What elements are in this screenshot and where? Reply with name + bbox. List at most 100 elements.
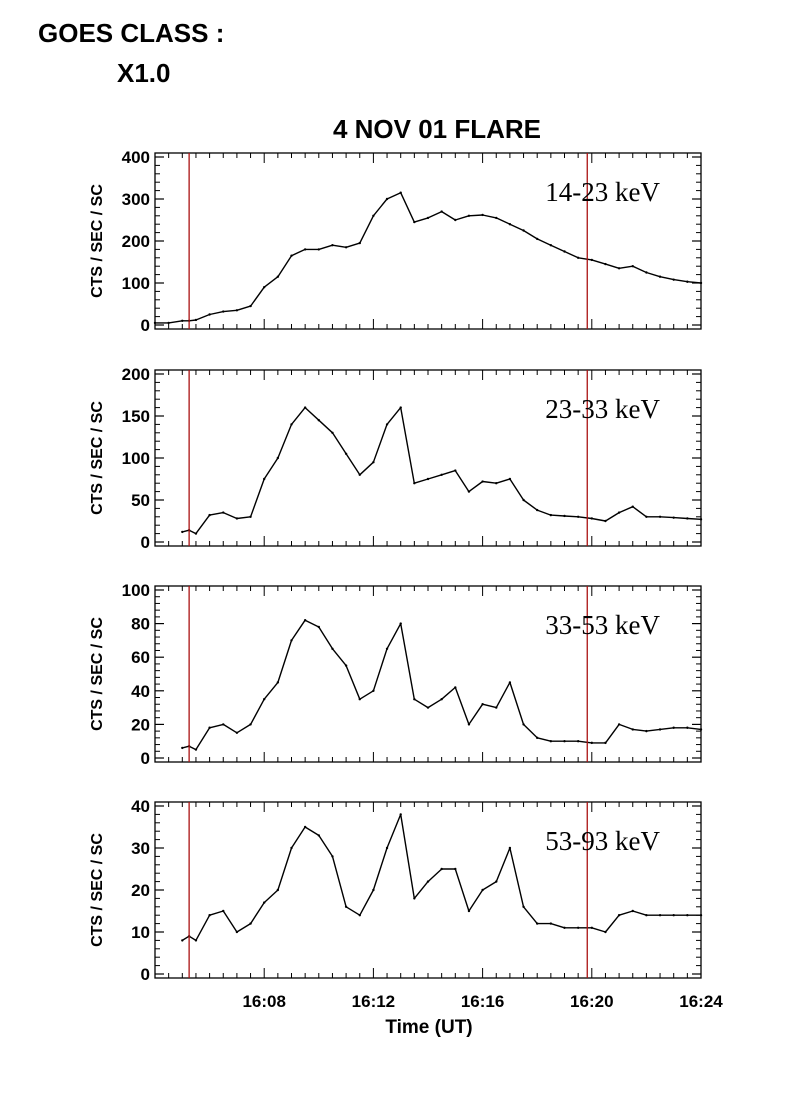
data-point <box>658 275 662 278</box>
data-point <box>222 511 225 514</box>
data-point <box>536 237 539 241</box>
data-point <box>385 423 389 426</box>
data-point <box>426 477 430 481</box>
data-point <box>385 846 389 850</box>
data-point <box>276 681 280 684</box>
y-tick-label: 60 <box>131 648 150 667</box>
data-point <box>467 909 471 913</box>
data-point <box>317 625 320 629</box>
data-point <box>699 728 703 731</box>
data-point <box>658 515 662 518</box>
data-point <box>604 930 607 934</box>
x-tick-label: 16:08 <box>242 992 285 1011</box>
y-axis-label: CTS / SEC / SC <box>89 833 106 947</box>
data-point <box>317 248 320 251</box>
data-point <box>481 480 484 483</box>
data-point <box>263 286 266 289</box>
data-point <box>604 741 607 745</box>
data-point <box>631 909 634 913</box>
chart-title: 4 NOV 01 FLARE <box>333 114 541 144</box>
y-tick-label: 0 <box>141 316 150 335</box>
series-line <box>182 619 702 751</box>
data-point <box>672 278 675 281</box>
data-point <box>522 905 525 908</box>
data-point <box>426 216 430 220</box>
data-point <box>508 477 512 481</box>
data-point <box>440 867 443 871</box>
x-tick-label: 16:24 <box>679 992 723 1011</box>
data-point <box>549 244 553 247</box>
data-point <box>208 726 211 729</box>
data-point <box>563 926 566 929</box>
data-point <box>590 926 593 929</box>
data-point <box>235 517 239 520</box>
data-point <box>385 647 389 650</box>
data-point <box>426 706 430 709</box>
data-point <box>331 647 334 650</box>
data-point <box>194 748 198 751</box>
data-point <box>440 473 443 476</box>
data-point <box>358 241 361 245</box>
data-point <box>303 619 307 622</box>
data-point <box>563 514 566 518</box>
x-tick-label: 16:16 <box>461 992 504 1011</box>
energy-band-label: 23-33 keV <box>545 394 660 424</box>
data-point <box>645 729 648 733</box>
data-point <box>686 280 689 283</box>
data-point <box>454 686 457 689</box>
data-point <box>590 517 593 520</box>
data-point <box>222 310 225 313</box>
y-tick-label: 40 <box>131 797 150 816</box>
x-tick-label: 16:20 <box>570 992 613 1011</box>
data-point <box>276 888 280 892</box>
data-point <box>181 530 184 534</box>
data-point <box>358 914 361 917</box>
y-tick-label: 300 <box>122 190 150 209</box>
data-point <box>290 423 293 426</box>
data-point <box>290 846 293 850</box>
data-point <box>508 223 512 226</box>
data-point <box>208 313 211 316</box>
data-point <box>645 271 648 274</box>
data-point <box>399 406 402 409</box>
data-point <box>303 406 307 409</box>
data-point <box>549 740 553 743</box>
data-point <box>508 846 512 850</box>
data-point <box>454 218 457 222</box>
data-point <box>235 930 239 934</box>
y-tick-label: 100 <box>122 581 150 600</box>
data-point <box>686 726 689 729</box>
data-point <box>645 914 648 917</box>
data-point <box>522 723 525 726</box>
data-point <box>303 248 307 251</box>
data-point <box>576 740 580 743</box>
y-tick-label: 40 <box>131 682 150 701</box>
data-point <box>194 939 198 942</box>
data-point <box>590 741 593 745</box>
data-point <box>344 905 348 908</box>
energy-band-label: 14-23 keV <box>545 177 660 207</box>
data-point <box>372 214 375 217</box>
data-point <box>522 229 525 232</box>
y-axis-label: CTS / SEC / SC <box>89 617 106 731</box>
data-point <box>617 267 621 270</box>
data-point <box>208 513 211 517</box>
data-point <box>372 461 375 464</box>
data-point <box>358 698 361 701</box>
data-point <box>276 456 280 460</box>
data-point <box>399 622 402 625</box>
data-point <box>686 914 689 917</box>
data-point <box>235 309 239 312</box>
data-point <box>658 914 662 917</box>
data-point <box>617 723 621 726</box>
data-point <box>331 855 334 858</box>
data-point <box>276 275 280 278</box>
data-point <box>194 532 198 535</box>
data-point <box>699 281 703 285</box>
x-tick-label: 16:12 <box>352 992 395 1011</box>
data-point <box>413 897 416 900</box>
data-point <box>344 452 348 455</box>
goes-class-value: X1.0 <box>117 58 171 88</box>
data-point <box>686 517 689 520</box>
data-point <box>536 508 539 512</box>
